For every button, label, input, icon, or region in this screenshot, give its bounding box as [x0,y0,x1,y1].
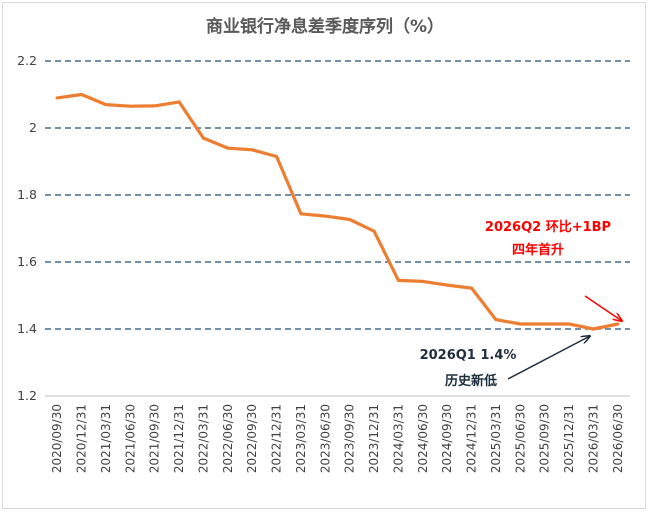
x-tick-label: 2021/06/30 [123,404,137,473]
series-line [55,92,620,331]
y-tick-label: 2.2 [17,53,37,68]
x-tick-label: 2021/09/30 [148,404,162,473]
x-tick-label: 2023/03/31 [294,404,308,473]
annotation-q2-line1: 2026Q2 环比+1BP [485,219,611,235]
data-point [470,286,473,290]
x-tick-label: 2022/03/31 [196,404,210,473]
data-point [372,229,376,233]
x-tick-label: 2023/12/31 [367,404,381,473]
series-layer [55,92,620,331]
x-tick-label: 2020/09/30 [50,404,64,473]
x-tick-label: 2023/06/30 [318,404,332,473]
gridlines [45,60,630,397]
x-tick-label: 2025/09/30 [538,404,552,473]
x-tick-label: 2022/12/31 [270,404,284,473]
data-point [445,283,449,287]
x-tick-label: 2026/06/30 [611,404,625,473]
data-point [129,105,132,108]
x-tick-label: 2025/12/31 [562,404,576,473]
data-point [324,214,327,218]
data-point [202,136,205,140]
data-point [348,218,351,221]
x-tick-label: 2025/06/30 [513,404,527,473]
annotation-q1-line2: 历史新低 [445,373,497,389]
x-tick-label: 2025/03/31 [489,404,503,473]
x-tick-label: 2024/09/30 [440,404,454,473]
y-tick-label: 2 [29,120,37,135]
data-point [80,93,83,96]
data-point [226,146,230,150]
annotation-q2-line2: 四年首升 [512,242,564,258]
x-tick-label: 2024/03/31 [391,404,405,473]
data-point [494,318,498,321]
data-point [299,212,303,215]
data-point [250,148,254,151]
y-tick-label: 1.4 [17,321,37,336]
annotation-q2-arrow [584,295,622,321]
y-tick-label: 1.6 [17,254,37,269]
x-tick-label: 2023/09/30 [343,404,357,473]
annotation-q1-line1: 2026Q1 1.4% [420,348,517,363]
y-tick-label: 1.2 [17,388,37,403]
x-tick-label: 2022/06/30 [221,404,235,473]
data-point [592,327,595,331]
annotations: 2026Q2 环比+1BP 四年首升 2026Q1 1.4% 历史新低 [420,219,622,389]
y-axis-ticks: 1.2 1.4 1.6 1.8 2 2.2 [17,53,37,403]
x-axis-ticks: 2020/09/30 2020/12/31 2021/03/31 2021/06/30… [50,404,625,473]
data-point [153,104,156,108]
data-point [567,322,571,326]
data-point [543,322,546,326]
y-tick-label: 1.8 [17,187,37,202]
x-tick-label: 2021/03/31 [99,404,113,473]
data-point [104,103,108,106]
annotation-q1-arrow [507,336,590,380]
data-point [397,279,400,282]
data-point [275,155,278,158]
data-point [519,322,522,326]
chart-frame [2,2,646,509]
x-tick-label: 2020/12/31 [75,404,89,473]
data-point [421,280,425,283]
x-tick-label: 2021/12/31 [172,404,186,473]
x-tick-label: 2026/03/31 [586,404,600,473]
x-tick-label: 2024/06/30 [416,404,430,473]
x-tick-label: 2022/09/30 [245,404,259,473]
data-point [177,100,181,104]
data-point [616,322,620,326]
chart-title: 商业银行净息差季度序列（%） [206,16,444,37]
data-point [55,96,59,100]
x-tick-label: 2024/12/31 [465,404,479,473]
